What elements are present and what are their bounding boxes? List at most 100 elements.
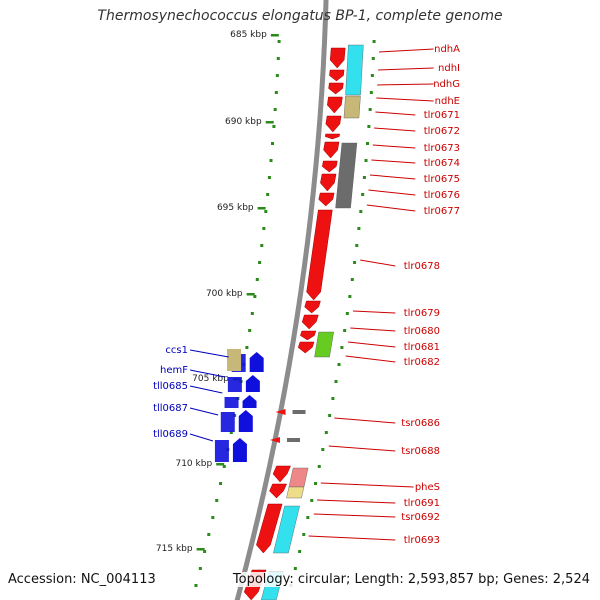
tick-mark [328,414,332,417]
gene-label-leader [189,369,226,378]
kbp-tick [265,121,274,124]
gene-label-ndhG: ndhG [433,79,460,90]
tick-mark [361,193,365,196]
gene-label-leader [328,445,396,452]
tick-mark [255,278,259,281]
gene-label-tlr0676: tlr0676 [424,190,460,201]
forward-gene-block [320,173,337,192]
forward-gene-block [301,314,319,330]
gene-feature-track [314,331,334,358]
tick-mark [359,210,363,213]
forward-gene-block [306,209,333,301]
gene-label-leader [378,67,434,71]
gene-label-leader [308,535,396,541]
forward-gene-block [322,160,338,173]
gene-label-ndhE: ndhE [435,96,460,107]
tick-mark [274,91,278,94]
tick-mark [368,108,372,111]
tick-mark [362,176,366,179]
tick-mark [306,516,310,519]
gene-feature-track [343,95,361,119]
gene-label-tsr0688: tsr0688 [401,446,440,457]
small-gene-track [286,438,300,442]
gene-label-leader [345,355,396,363]
tick-mark [355,244,359,247]
tick-mark [203,550,207,553]
forward-gene-block [329,47,346,69]
gene-label-tlr0691: tlr0691 [404,498,440,509]
tick-mark [273,108,277,111]
gene-label-leader [372,144,416,149]
tick-mark [229,431,233,434]
kbp-label: 700 kbp [206,289,243,299]
kbp-tick [216,463,225,466]
tick-mark [207,533,211,536]
tick-mark [245,346,249,349]
tick-mark [302,533,306,536]
gene-label-ndhA: ndhA [434,44,460,55]
gene-label-leader [371,159,416,164]
tick-mark [348,295,352,298]
forward-gene-block [323,141,340,159]
gene-label-leader [377,83,434,86]
small-gene-arrow [269,437,280,443]
tick-mark [198,567,202,570]
reverse-gene-block [232,438,247,462]
gene-label-leader [320,482,414,488]
gene-label-leader [317,499,396,504]
topology-text: Topology: circular; Length: 2,593,857 bp… [230,572,592,587]
tick-mark [367,125,371,128]
tick-mark [248,329,252,332]
forward-gene-block [272,465,291,483]
tick-mark [275,74,279,77]
reverse-gene-companion [224,397,239,408]
tick-mark [340,346,344,349]
kbp-label: 685 kbp [230,30,267,40]
gene-label-leader [360,259,396,267]
tick-mark [369,91,373,94]
gene-feature-track [345,44,364,96]
gene-label-tlr0672: tlr0672 [424,126,460,137]
forward-gene-block [327,96,343,114]
gene-label-tll0689: tll0689 [153,429,188,440]
tick-mark [298,550,302,553]
tick-mark [194,584,198,587]
gene-label-leader [189,385,223,394]
gene-label-leader [334,417,396,424]
tick-mark [276,57,280,60]
kbp-label: 710 kbp [175,459,212,469]
gene-feature-track [273,505,300,554]
tick-mark [345,312,349,315]
kbp-tick [196,548,205,551]
tick-mark [258,261,262,264]
tick-mark [314,482,318,485]
gene-label-tlr0677: tlr0677 [424,206,460,217]
forward-gene-block [300,330,317,341]
forward-gene-block [256,503,283,554]
tick-mark [264,210,268,213]
gene-label-tlr0673: tlr0673 [424,143,460,154]
kbp-label: 695 kbp [217,203,254,213]
gene-label-tlr0675: tlr0675 [424,174,460,185]
tick-mark [350,278,354,281]
tick-mark [337,363,341,366]
forward-gene-block [324,133,340,140]
tick-mark [293,567,297,570]
tick-mark [211,516,215,519]
gene-label-leader [189,407,219,416]
forward-gene-block [329,69,345,82]
tick-mark [343,329,347,332]
tick-mark [372,40,376,43]
small-gene-arrow [275,409,286,415]
tick-mark [267,176,271,179]
gene-label-tll0687: tll0687 [153,403,188,414]
gene-label-leader [378,48,434,53]
reverse-gene-block [245,375,260,392]
tick-mark [357,227,361,230]
gene-label-ccs1: ccs1 [165,345,188,356]
kbp-label: 690 kbp [225,117,262,127]
accession-text: Accession: NC_004113 [6,572,158,587]
tick-mark [250,312,254,315]
